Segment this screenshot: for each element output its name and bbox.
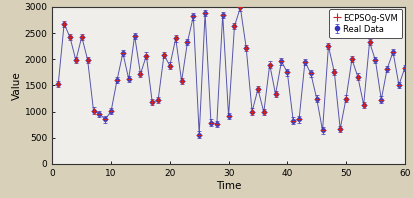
ECPSOg-SVM: [167, 64, 172, 67]
ECPSOg-SVM: [56, 83, 61, 85]
ECPSOg-SVM: [401, 67, 406, 69]
ECPSOg-SVM: [114, 79, 119, 81]
Legend: ECPSOg-SVM, Real Data: ECPSOg-SVM, Real Data: [328, 10, 401, 38]
ECPSOg-SVM: [144, 54, 149, 57]
Y-axis label: Value: Value: [12, 71, 22, 100]
Line: ECPSOg-SVM: ECPSOg-SVM: [55, 4, 407, 138]
ECPSOg-SVM: [155, 99, 160, 101]
ECPSOg-SVM: [173, 37, 178, 40]
ECPSOg-SVM: [237, 6, 242, 9]
ECPSOg-SVM: [284, 71, 289, 74]
ECPSOg-SVM: [196, 133, 201, 136]
X-axis label: Time: Time: [215, 181, 241, 190]
